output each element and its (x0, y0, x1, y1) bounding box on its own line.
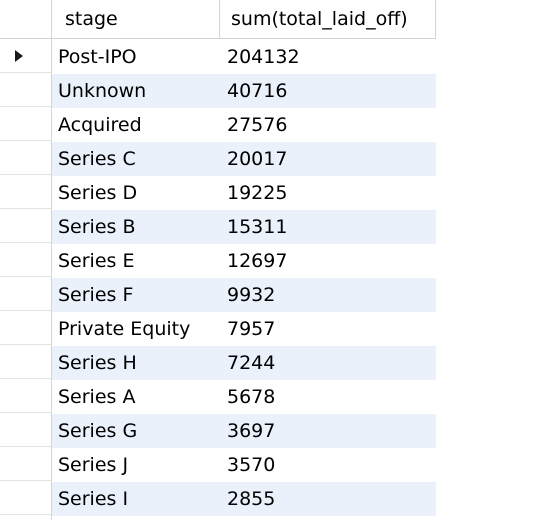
stage-cell[interactable]: Acquired (58, 114, 142, 136)
stage-cell[interactable]: Series D (58, 182, 138, 204)
table-row[interactable]: Series B 15311 (52, 210, 436, 244)
table-row[interactable]: Series G 3697 (52, 414, 436, 448)
sum-cell[interactable]: 7957 (227, 318, 276, 340)
stage-cell[interactable]: Series B (58, 216, 136, 238)
column-header-stage[interactable]: stage (52, 0, 220, 39)
sum-cell[interactable]: 15311 (227, 216, 288, 238)
stage-cell[interactable]: Series C (58, 148, 136, 170)
row-selector[interactable] (0, 107, 51, 141)
row-selector[interactable] (0, 413, 51, 447)
table-row[interactable]: Private Equity 7957 (52, 312, 436, 346)
stage-cell[interactable]: Private Equity (58, 318, 191, 340)
row-selector[interactable] (0, 277, 51, 311)
sum-cell[interactable]: 3697 (227, 420, 276, 442)
table-row[interactable]: Series C 20017 (52, 142, 436, 176)
stage-cell[interactable]: Series A (58, 386, 136, 408)
sum-cell[interactable]: 2855 (227, 488, 276, 510)
stage-cell[interactable]: Series J (58, 454, 129, 476)
row-selector[interactable] (0, 447, 51, 481)
row-number-gutter (0, 39, 52, 520)
stage-cell[interactable]: Unknown (58, 80, 147, 102)
row-selector[interactable] (0, 141, 51, 175)
row-number-header[interactable] (0, 0, 52, 39)
stage-cell[interactable]: Series H (58, 352, 137, 374)
table-row[interactable]: Acquired 27576 (52, 108, 436, 142)
table-row[interactable]: Series F 9932 (52, 278, 436, 312)
sum-cell[interactable]: 204132 (227, 46, 300, 68)
row-selector[interactable] (0, 73, 51, 107)
table-row[interactable]: Series A 5678 (52, 380, 436, 414)
row-selector[interactable] (0, 345, 51, 379)
row-selector[interactable] (0, 175, 51, 209)
table-row[interactable]: Series J 3570 (52, 448, 436, 482)
stage-cell[interactable]: Post-IPO (58, 46, 137, 68)
row-selector[interactable] (0, 243, 51, 277)
sum-cell[interactable]: 3570 (227, 454, 276, 476)
sum-cell[interactable]: 27576 (227, 114, 288, 136)
sum-cell[interactable]: 40716 (227, 80, 288, 102)
current-row-arrow-icon (15, 50, 23, 62)
table-row[interactable]: Series H 7244 (52, 346, 436, 380)
stage-cell[interactable]: Series F (58, 284, 134, 306)
stage-cell[interactable]: Series I (58, 488, 129, 510)
row-selector[interactable] (0, 481, 51, 515)
row-selector[interactable] (0, 39, 51, 73)
table-row[interactable]: Series I 2855 (52, 482, 436, 516)
sum-cell[interactable]: 20017 (227, 148, 288, 170)
sum-cell[interactable]: 19225 (227, 182, 288, 204)
table-row[interactable]: Post-IPO 204132 (52, 40, 436, 74)
stage-cell[interactable]: Series G (58, 420, 138, 442)
row-selector[interactable] (0, 209, 51, 243)
sum-cell[interactable]: 12697 (227, 250, 288, 272)
row-selector[interactable] (0, 379, 51, 413)
row-selector[interactable] (0, 311, 51, 345)
sum-cell[interactable]: 7244 (227, 352, 276, 374)
column-header-sum-total-laid-off[interactable]: sum(total_laid_off) (220, 0, 436, 39)
sum-cell[interactable]: 5678 (227, 386, 276, 408)
table-row[interactable]: Unknown 40716 (52, 74, 436, 108)
table-row[interactable]: Series E 12697 (52, 244, 436, 278)
result-grid-header: stage sum(total_laid_off) (0, 0, 436, 39)
stage-cell[interactable]: Series E (58, 250, 135, 272)
sum-cell[interactable]: 9932 (227, 284, 276, 306)
table-row[interactable]: Series D 19225 (52, 176, 436, 210)
